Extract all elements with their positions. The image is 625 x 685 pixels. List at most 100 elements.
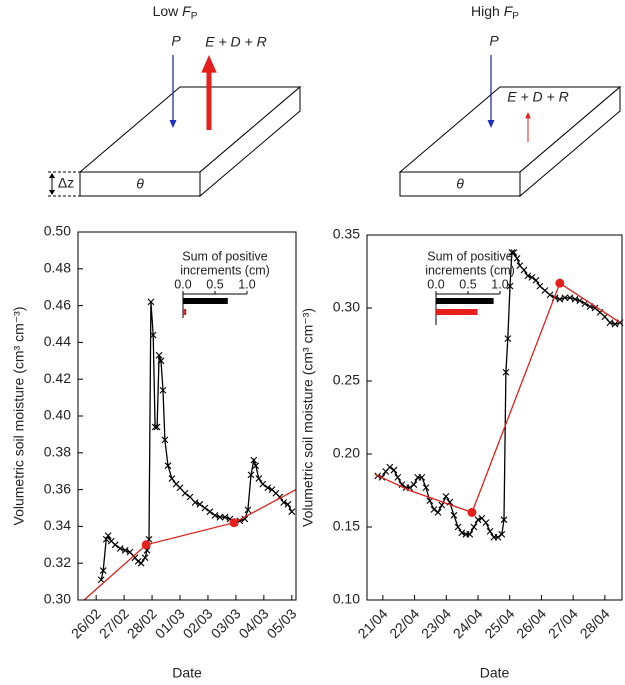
point-marker (206, 508, 214, 516)
point-marker (255, 475, 263, 482)
y-tick-label: 0.15 (333, 518, 360, 534)
point-marker (121, 546, 129, 554)
series-line (377, 251, 621, 538)
x-tick-label: 28/02 (124, 605, 160, 641)
x-tick-label: 01/03 (152, 605, 188, 641)
point-marker (247, 471, 255, 479)
point-marker (104, 532, 112, 539)
x-axis-label: Date (172, 665, 202, 681)
point-marker (176, 484, 184, 492)
y-tick-label: 0.38 (44, 444, 71, 460)
y-tick-label: 0.32 (44, 554, 71, 570)
x-axis-label: Date (480, 665, 510, 681)
x-tick-label: 03/03 (208, 605, 244, 641)
x-tick-label: 23/04 (418, 605, 454, 641)
y-tick-label: 0.40 (44, 407, 71, 423)
inset-tick-label: 0.0 (427, 277, 444, 291)
outflow-label: E + D + R (205, 34, 266, 50)
point-marker (390, 466, 398, 474)
y-tick-label: 0.50 (44, 223, 71, 239)
point-marker (458, 529, 466, 537)
point-marker (418, 473, 426, 481)
point-marker (244, 506, 252, 514)
inset-tick-label: 1.0 (238, 277, 255, 291)
point-marker (430, 506, 438, 513)
inset-bar (436, 309, 478, 315)
y-tick-label: 0.10 (333, 591, 360, 607)
point-marker (186, 493, 194, 501)
series-line (100, 301, 293, 580)
point-marker (576, 297, 584, 305)
point-marker (168, 475, 176, 482)
title-subscript: P (512, 11, 519, 22)
inset-tick-label: 1.0 (491, 277, 508, 291)
point-marker (454, 523, 462, 531)
point-marker (141, 540, 151, 550)
point-marker (252, 462, 260, 470)
point-marker (528, 273, 536, 281)
point-marker (474, 516, 482, 524)
point-marker (164, 462, 172, 470)
x-tick-label: 04/03 (236, 605, 272, 641)
inset-bar (436, 298, 494, 304)
inset-tick-label: 0.5 (206, 277, 223, 291)
point-marker (181, 489, 189, 497)
point-marker (524, 272, 532, 280)
point-marker (566, 294, 574, 302)
point-marker (259, 480, 267, 488)
point-marker (288, 508, 296, 516)
point-marker (99, 567, 107, 574)
point-marker (410, 481, 418, 489)
point-marker (161, 436, 169, 444)
inset-tick-label: 0.5 (459, 277, 476, 291)
point-marker (502, 368, 510, 376)
layer-label: θ (456, 176, 464, 192)
y-tick-label: 0.36 (44, 480, 71, 496)
inset-title: increments (cm) (180, 263, 270, 277)
point-marker (151, 423, 159, 431)
x-tick-label: 21/04 (355, 605, 391, 641)
point-marker (149, 331, 157, 339)
point-marker (500, 516, 508, 524)
point-marker (571, 295, 579, 303)
point-marker (116, 545, 124, 552)
y-tick-label: 0.35 (333, 226, 360, 242)
point-marker (601, 313, 609, 321)
slab-front (79, 171, 201, 197)
inflow-arrow-head (487, 120, 495, 128)
point-marker (216, 513, 224, 521)
inset-title: Sum of positive (182, 249, 268, 263)
inflow-label: P (171, 33, 181, 49)
title-symbol: F (182, 3, 192, 19)
point-marker (191, 499, 199, 506)
point-marker (141, 554, 149, 562)
y-tick-label: 0.44 (44, 333, 71, 349)
y-tick-label: 0.30 (333, 299, 360, 315)
y-axis-label: Volumetric soil moisture (cm³ cm⁻³) (300, 308, 316, 527)
point-marker (494, 533, 502, 541)
point-marker (97, 576, 105, 584)
point-marker (498, 530, 506, 538)
slab-front (399, 171, 521, 197)
inset-tick-label: 0.0 (174, 277, 191, 291)
point-marker (546, 291, 554, 299)
y-tick-label: 0.48 (44, 260, 71, 276)
point-marker (386, 463, 394, 471)
inset-title: increments (cm) (425, 263, 515, 277)
depth-label: Δz (58, 175, 74, 191)
point-marker (201, 504, 209, 512)
inset-title: Sum of positive (427, 249, 513, 263)
point-marker (126, 548, 134, 556)
x-tick-label: 27/02 (96, 605, 132, 641)
panel-title: High FP (471, 3, 519, 22)
series-line (83, 489, 297, 601)
x-tick-label: 02/03 (180, 605, 216, 641)
y-tick-label: 0.42 (44, 370, 71, 386)
point-marker (470, 523, 478, 531)
outflow-arrow-head (201, 55, 217, 73)
point-marker (229, 518, 239, 528)
x-tick-label: 26/04 (513, 605, 549, 641)
point-marker (394, 473, 402, 481)
inflow-label: P (489, 33, 499, 49)
point-marker (467, 507, 477, 517)
